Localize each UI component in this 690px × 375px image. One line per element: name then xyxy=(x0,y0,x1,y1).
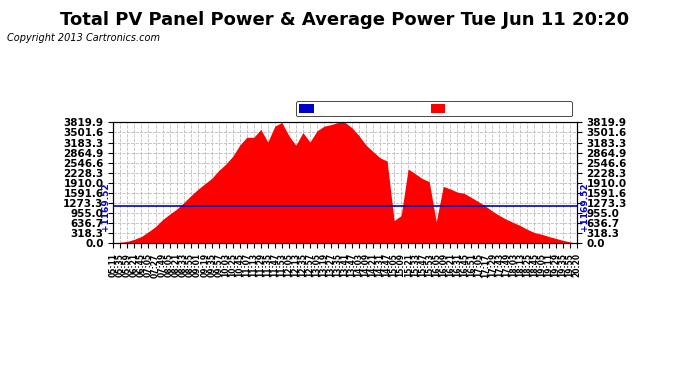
Legend: Average  (DC Watts), PV Panels  (DC Watts): Average (DC Watts), PV Panels (DC Watts) xyxy=(296,100,572,117)
Text: +1169.52: +1169.52 xyxy=(580,182,589,231)
Text: Copyright 2013 Cartronics.com: Copyright 2013 Cartronics.com xyxy=(7,33,160,43)
Text: +1169.52: +1169.52 xyxy=(101,182,110,231)
Text: Total PV Panel Power & Average Power Tue Jun 11 20:20: Total PV Panel Power & Average Power Tue… xyxy=(61,11,629,29)
